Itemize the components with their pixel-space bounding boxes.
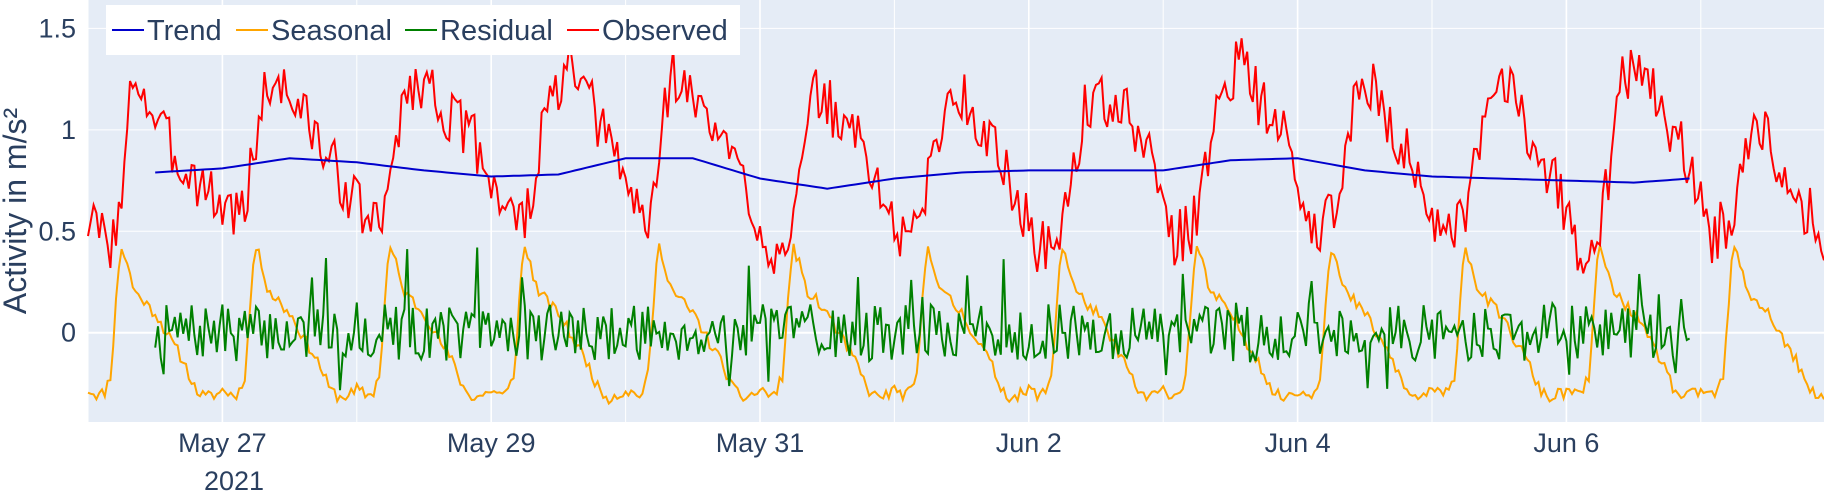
legend-items: Trend Seasonal Residual Observed <box>112 15 728 47</box>
grid-lines <box>87 0 1824 422</box>
legend-label-observed: Observed <box>602 15 728 47</box>
x-tick-label: May 29 <box>447 428 536 458</box>
x-axis-ticks: May 27 May 29 May 31 Jun 2 Jun 4 Jun 6 <box>178 428 1599 458</box>
legend-label-seasonal: Seasonal <box>271 15 392 47</box>
x-tick-label: Jun 4 <box>1265 428 1331 458</box>
y-tick-label: 1 <box>61 115 76 145</box>
x-tick-label: May 27 <box>178 428 267 458</box>
x-tick-label: Jun 6 <box>1533 428 1599 458</box>
x-tick-label: May 31 <box>716 428 805 458</box>
trend-line <box>155 157 1690 190</box>
x-year-label: 2021 <box>204 466 264 491</box>
y-tick-label: 0 <box>61 318 76 348</box>
series-lines <box>87 38 1824 406</box>
observed-line <box>87 38 1824 274</box>
x-tick-label: Jun 2 <box>996 428 1062 458</box>
y-tick-label: 1.5 <box>38 13 76 43</box>
seasonal-line <box>87 243 1824 406</box>
residual-line <box>154 247 1691 391</box>
legend: Trend Seasonal Residual Observed <box>106 5 740 55</box>
y-axis-ticks: 0 0.5 1 1.5 <box>38 13 76 347</box>
legend-label-residual: Residual <box>440 15 553 47</box>
legend-label-trend: Trend <box>147 15 222 47</box>
y-tick-label: 0.5 <box>38 216 76 246</box>
y-axis-label: Activity in m/s² <box>0 108 33 315</box>
